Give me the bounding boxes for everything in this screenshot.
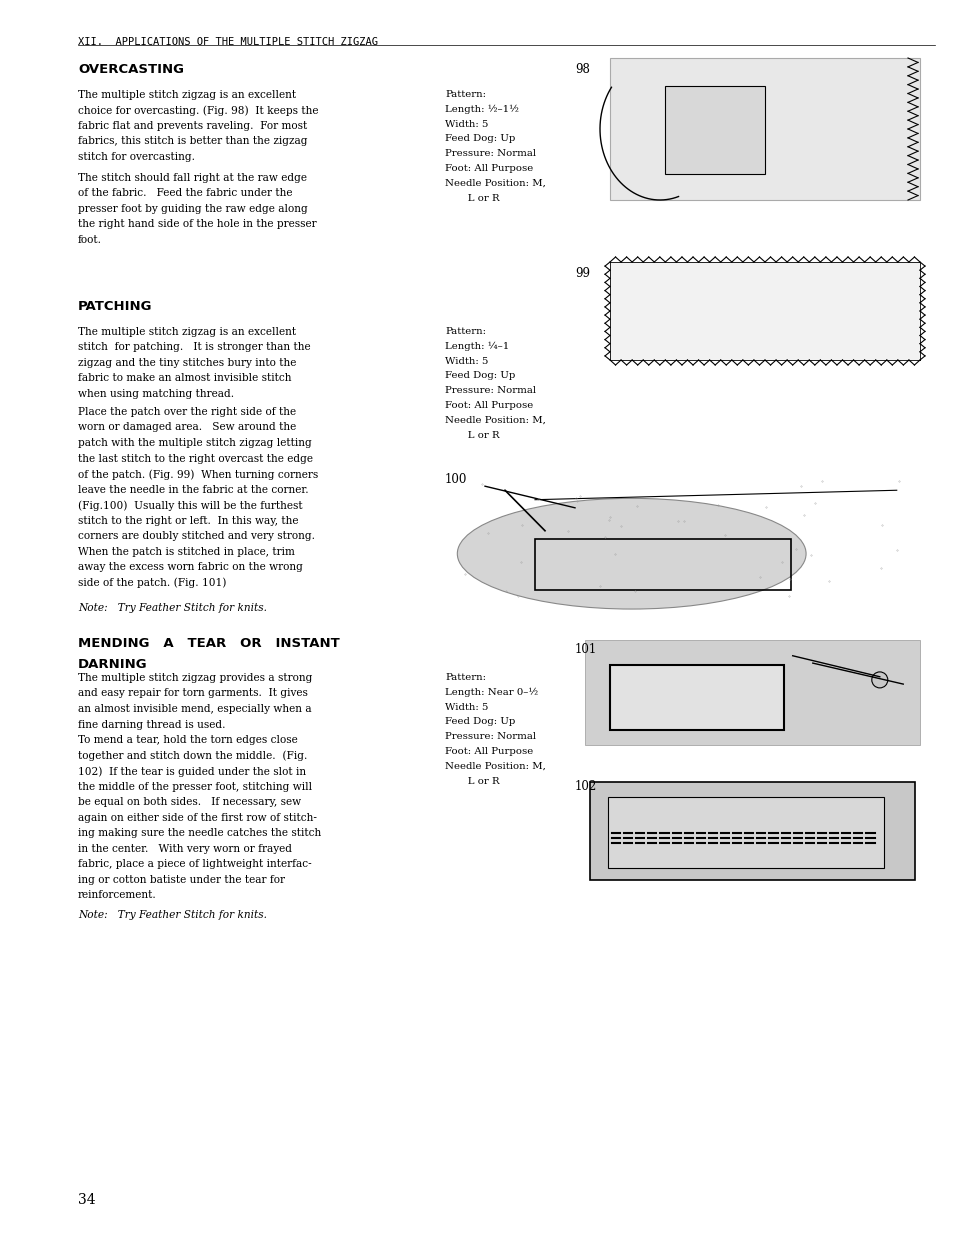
Text: To mend a tear, hold the torn edges close: To mend a tear, hold the torn edges clos…	[78, 735, 297, 745]
Circle shape	[871, 672, 887, 688]
Text: stitch  for patching.   It is stronger than the: stitch for patching. It is stronger than…	[78, 342, 311, 352]
Text: Needle Position: M,: Needle Position: M,	[444, 762, 545, 771]
Text: worn or damaged area.   Sew around the: worn or damaged area. Sew around the	[78, 422, 296, 432]
Text: 101: 101	[575, 643, 597, 656]
Text: corners are doubly stitched and very strong.: corners are doubly stitched and very str…	[78, 531, 314, 541]
Bar	[609, 58, 919, 200]
Text: fabrics, this stitch is better than the zigzag: fabrics, this stitch is better than the …	[78, 137, 307, 147]
Text: an almost invisible mend, especially when a: an almost invisible mend, especially whe…	[78, 704, 312, 714]
Text: fine darning thread is used.: fine darning thread is used.	[78, 720, 225, 730]
Text: Needle Position: M,: Needle Position: M,	[444, 416, 545, 425]
Text: Foot: All Purpose: Foot: All Purpose	[444, 164, 533, 173]
Text: Length: Near 0–½: Length: Near 0–½	[444, 688, 537, 697]
Bar	[607, 798, 883, 868]
Text: 98: 98	[575, 63, 589, 77]
Text: Pattern:: Pattern:	[444, 673, 485, 682]
Text: Pressure: Normal: Pressure: Normal	[444, 732, 536, 741]
Text: the middle of the presser foot, stitching will: the middle of the presser foot, stitchin…	[78, 782, 312, 792]
Text: Pattern:: Pattern:	[444, 327, 485, 336]
Text: Width: 5: Width: 5	[444, 357, 488, 366]
Text: be equal on both sides.   If necessary, sew: be equal on both sides. If necessary, se…	[78, 797, 301, 806]
Text: fabric, place a piece of lightweight interfac-: fabric, place a piece of lightweight int…	[78, 860, 312, 869]
Text: choice for overcasting. (Fig. 98)  It keeps the: choice for overcasting. (Fig. 98) It kee…	[78, 105, 318, 116]
Text: Width: 5: Width: 5	[444, 120, 488, 128]
Text: Length: ½–1½: Length: ½–1½	[444, 105, 518, 114]
Text: stitch to the right or left.  In this way, the: stitch to the right or left. In this way…	[78, 515, 298, 526]
Text: of the fabric.   Feed the fabric under the: of the fabric. Feed the fabric under the	[78, 189, 293, 199]
Text: MENDING   A   TEAR   OR   INSTANT: MENDING A TEAR OR INSTANT	[78, 637, 339, 650]
Text: foot.: foot.	[78, 235, 102, 245]
Text: L or R: L or R	[444, 431, 499, 440]
Text: the right hand side of the hole in the presser: the right hand side of the hole in the p…	[78, 220, 316, 230]
Text: The stitch should fall right at the raw edge: The stitch should fall right at the raw …	[78, 173, 307, 183]
Text: The multiple stitch zigzag is an excellent: The multiple stitch zigzag is an excelle…	[78, 327, 295, 337]
Text: The multiple stitch zigzag provides a strong: The multiple stitch zigzag provides a st…	[78, 673, 312, 683]
Bar	[609, 664, 783, 730]
Text: away the excess worn fabric on the wrong: away the excess worn fabric on the wrong	[78, 562, 302, 572]
Text: Width: 5: Width: 5	[444, 703, 488, 711]
Text: Needle Position: M,: Needle Position: M,	[444, 179, 545, 188]
Text: (Fig.100)  Usually this will be the furthest: (Fig.100) Usually this will be the furth…	[78, 500, 302, 510]
Bar	[609, 262, 919, 359]
Text: patch with the multiple stitch zigzag letting: patch with the multiple stitch zigzag le…	[78, 438, 312, 448]
Text: together and stitch down the middle.  (Fig.: together and stitch down the middle. (Fi…	[78, 751, 307, 761]
Text: L or R: L or R	[444, 194, 499, 203]
Text: 102: 102	[575, 781, 597, 793]
Bar	[535, 538, 790, 590]
Text: Note:   Try Feather Stitch for knits.: Note: Try Feather Stitch for knits.	[78, 603, 267, 613]
Text: 100: 100	[444, 473, 467, 487]
Text: and easy repair for torn garments.  It gives: and easy repair for torn garments. It gi…	[78, 688, 308, 699]
Text: Feed Dog: Up: Feed Dog: Up	[444, 718, 515, 726]
Text: Feed Dog: Up: Feed Dog: Up	[444, 135, 515, 143]
Text: stitch for overcasting.: stitch for overcasting.	[78, 152, 194, 162]
Text: OVERCASTING: OVERCASTING	[78, 63, 184, 77]
Text: fabric to make an almost invisible stitch: fabric to make an almost invisible stitc…	[78, 373, 292, 384]
Bar	[584, 640, 919, 745]
Text: again on either side of the first row of stitch-: again on either side of the first row of…	[78, 813, 316, 823]
Text: leave the needle in the fabric at the corner.: leave the needle in the fabric at the co…	[78, 484, 309, 494]
Text: in the center.   With very worn or frayed: in the center. With very worn or frayed	[78, 844, 292, 853]
Text: side of the patch. (Fig. 101): side of the patch. (Fig. 101)	[78, 578, 226, 588]
Text: When the patch is stitched in place, trim: When the patch is stitched in place, tri…	[78, 547, 294, 557]
Text: the last stitch to the right overcast the edge: the last stitch to the right overcast th…	[78, 453, 313, 463]
Text: fabric flat and prevents raveling.  For most: fabric flat and prevents raveling. For m…	[78, 121, 307, 131]
Text: Pressure: Normal: Pressure: Normal	[444, 387, 536, 395]
Bar	[664, 86, 764, 174]
Text: of the patch. (Fig. 99)  When turning corners: of the patch. (Fig. 99) When turning cor…	[78, 469, 318, 479]
Text: The multiple stitch zigzag is an excellent: The multiple stitch zigzag is an excelle…	[78, 90, 295, 100]
Text: PATCHING: PATCHING	[78, 300, 152, 312]
Text: presser foot by guiding the raw edge along: presser foot by guiding the raw edge alo…	[78, 204, 308, 214]
Text: L or R: L or R	[444, 777, 499, 785]
Text: Pressure: Normal: Pressure: Normal	[444, 149, 536, 158]
Text: Feed Dog: Up: Feed Dog: Up	[444, 372, 515, 380]
Text: Pattern:: Pattern:	[444, 90, 485, 99]
Text: XII.  APPLICATIONS OF THE MULTIPLE STITCH ZIGZAG: XII. APPLICATIONS OF THE MULTIPLE STITCH…	[78, 37, 377, 47]
Text: Foot: All Purpose: Foot: All Purpose	[444, 401, 533, 410]
Text: ing or cotton batiste under the tear for: ing or cotton batiste under the tear for	[78, 874, 285, 884]
Text: 102)  If the tear is guided under the slot in: 102) If the tear is guided under the slo…	[78, 766, 306, 777]
Text: Place the patch over the right side of the: Place the patch over the right side of t…	[78, 408, 295, 417]
Text: DARNING: DARNING	[78, 658, 148, 671]
Text: Foot: All Purpose: Foot: All Purpose	[444, 747, 533, 756]
Text: ing making sure the needle catches the stitch: ing making sure the needle catches the s…	[78, 827, 321, 839]
Text: 99: 99	[575, 267, 589, 280]
Text: 34: 34	[78, 1193, 95, 1207]
Text: when using matching thread.: when using matching thread.	[78, 389, 233, 399]
Text: reinforcement.: reinforcement.	[78, 890, 156, 900]
Ellipse shape	[456, 499, 805, 609]
Text: Note:   Try Feather Stitch for knits.: Note: Try Feather Stitch for knits.	[78, 910, 267, 920]
Bar	[589, 782, 914, 881]
Text: Length: ¼–1: Length: ¼–1	[444, 342, 509, 351]
Text: zigzag and the tiny stitches bury into the: zigzag and the tiny stitches bury into t…	[78, 358, 296, 368]
